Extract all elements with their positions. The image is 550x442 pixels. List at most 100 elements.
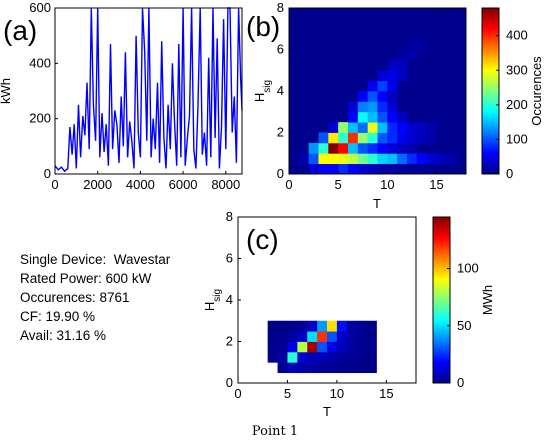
panel-c-label: (c) [246, 224, 279, 255]
panel-b-cell [338, 163, 349, 175]
panel-b-cell [348, 132, 359, 144]
panel-b-cell [298, 153, 310, 165]
panel-c-cell [267, 351, 278, 363]
panel-c-xtick-label: 0 [234, 386, 241, 401]
panel-b-cell [397, 132, 408, 144]
capacity-factor: CF: 19.90 % [20, 309, 96, 324]
panel-b-cell [377, 122, 388, 133]
panel-b-colorbar-tick-label: 400 [506, 28, 528, 43]
panel-c-cell [287, 341, 298, 353]
panel-b-cell [387, 91, 398, 102]
panel-b-cell [367, 163, 378, 175]
panel-c-cell [356, 351, 367, 363]
panel-b-colorbar-tick-label: 300 [506, 62, 528, 77]
panel-c-cell [267, 331, 278, 342]
panel-c-cell [336, 331, 348, 342]
figure-caption: Point 1 [251, 424, 299, 439]
panel-c-cell [307, 320, 318, 332]
panel-c-cell [336, 320, 348, 332]
panel-c-cell [346, 362, 358, 374]
panel-b-xtick-label: 5 [335, 177, 342, 192]
device-info: Single Device: Wavestar Rated Power: 600… [20, 250, 170, 345]
panel-b-cell [318, 132, 329, 144]
panel-b-ytick-label: 6 [277, 42, 284, 57]
panel-a-xtick-label: 6000 [169, 177, 198, 192]
panel-c-cell [317, 320, 328, 332]
panel-c-cell [297, 362, 308, 374]
panel-c-cell [277, 320, 288, 332]
panel-b-cell [387, 132, 398, 144]
panel-b-xtick-label: 0 [285, 177, 292, 192]
panel-b-cell [426, 18, 437, 30]
panel-b-cell [348, 111, 359, 123]
panel-c-xtick-label: 15 [379, 386, 393, 401]
panel-b-cell [377, 91, 388, 102]
panel-b-cell [318, 153, 329, 165]
panel-c-cell [356, 320, 367, 332]
panel-c-heatmap: 0 5 10 15 0 2 4 6 8 T Hsig (c) 0 50 100 MWh [202, 209, 495, 419]
panel-b-cell [308, 163, 319, 175]
panel-b-cell [387, 111, 398, 123]
panel-b-cell [377, 132, 388, 144]
panel-b-cell [328, 122, 339, 133]
panel-b-cell [308, 142, 319, 154]
panel-b-heatmap: 0 5 10 15 0 2 4 6 8 T Hsig (b) 0 100 200 300 400 Occ… [246, 0, 544, 211]
panel-b-cell [446, 8, 457, 19]
panel-b-cell [416, 28, 428, 40]
rated-power: Rated Power: 600 kW [20, 271, 152, 286]
panel-c-cell [287, 331, 298, 342]
panel-b-cell [357, 163, 369, 175]
panel-c-cell [336, 351, 348, 363]
panel-b-cell [397, 153, 408, 165]
panel-b-cell [367, 91, 378, 102]
panel-b-cell [407, 153, 418, 165]
panel-b-cell [348, 101, 359, 113]
panel-b-ytick-label: 2 [277, 125, 284, 140]
panel-c-cell [317, 341, 328, 353]
panel-b-cell [338, 153, 349, 165]
panel-c-colorbar-tick-label: 100 [457, 261, 479, 276]
panel-b-cell [328, 132, 339, 144]
panel-c-cell [366, 320, 377, 332]
panel-a-xtick-label: 8000 [211, 177, 240, 192]
panel-c-ytick-label: 4 [226, 292, 233, 307]
panel-b-cell [416, 39, 428, 50]
panel-c-xtick-label: 5 [284, 386, 291, 401]
panel-b-cell [397, 49, 408, 61]
panel-c-colorbar-ticks: 0 50 100 [447, 261, 479, 390]
panel-a-label: (a) [3, 15, 37, 46]
panel-b-cell [426, 122, 437, 133]
device-name: Single Device: Wavestar [20, 252, 171, 267]
panel-b-cell [407, 49, 418, 61]
panel-b-colorbar-tick-label: 100 [506, 131, 528, 146]
panel-c-cell [327, 320, 338, 332]
panel-b-cell [387, 163, 398, 175]
panel-b-cell [377, 163, 388, 175]
panel-b-colorbar [481, 7, 500, 175]
panel-b-cell [357, 132, 369, 144]
panel-c-ylabel: Hsig [202, 289, 223, 311]
panel-c-cell [346, 341, 358, 353]
panel-c-cell [307, 331, 318, 342]
panel-c-cell [327, 351, 338, 363]
panel-b-cell [357, 153, 369, 165]
panel-c-cell [307, 351, 318, 363]
panel-b-ticks: 0 5 10 15 0 2 4 6 8 [277, 0, 444, 192]
panel-b-cell [407, 132, 418, 144]
panel-b-cell [357, 111, 369, 123]
panel-b-cell [426, 132, 437, 144]
panel-c-ticks: 0 5 10 15 0 2 4 6 8 [226, 209, 394, 401]
panel-c-cell [277, 341, 288, 353]
panel-a-ytick-label: 600 [29, 0, 51, 15]
panel-b-colorbar-tick-label: 200 [506, 97, 528, 112]
panel-c-cells [267, 320, 377, 374]
panel-c-cell [287, 351, 298, 363]
panel-b-cell [367, 101, 378, 113]
panel-b-cell [387, 153, 398, 165]
panel-b-cell [348, 142, 359, 154]
panel-c-cell [297, 320, 308, 332]
panel-c-cell [307, 341, 318, 353]
panel-b-cell [407, 39, 418, 50]
panel-b-xtick-label: 15 [429, 177, 443, 192]
